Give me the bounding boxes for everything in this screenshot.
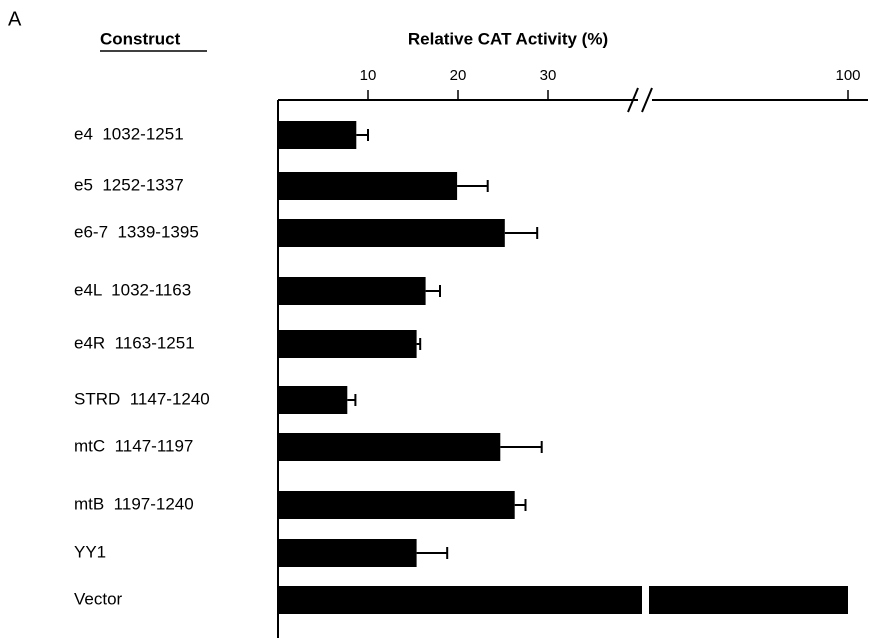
category-label: mtC 1147-1197	[74, 436, 193, 455]
x-tick-label: 10	[360, 67, 377, 84]
bar	[278, 586, 848, 614]
bar	[278, 386, 348, 414]
error-bar	[425, 285, 441, 297]
error-bar	[416, 547, 449, 559]
category-label: e4L 1032-1163	[74, 280, 191, 299]
bar	[278, 330, 417, 358]
x-tick-label: 100	[835, 67, 860, 84]
bar	[278, 172, 458, 200]
bar	[278, 277, 426, 305]
error-bar	[356, 129, 369, 141]
bar-break-gap	[642, 585, 649, 615]
error-bar	[347, 394, 357, 406]
bar	[278, 491, 515, 519]
x-tick-label: 30	[540, 67, 557, 84]
bar	[278, 219, 505, 247]
x-tick-label: 20	[450, 67, 467, 84]
category-label: e4 1032-1251	[74, 124, 184, 143]
category-label: mtB 1197-1240	[74, 494, 194, 513]
category-label: STRD 1147-1240	[74, 389, 210, 408]
axis-break	[641, 87, 653, 113]
category-label: e4R 1163-1251	[74, 333, 195, 352]
bar	[278, 433, 501, 461]
category-label: e5 1252-1337	[74, 175, 184, 194]
error-bar	[457, 180, 489, 192]
bar	[278, 539, 417, 567]
category-header: Construct	[100, 29, 181, 48]
category-label: YY1	[74, 542, 106, 561]
panel-label: A	[8, 8, 22, 30]
category-label: Vector	[74, 589, 123, 608]
error-bar	[500, 441, 543, 453]
error-bar	[514, 499, 527, 511]
category-label: e6-7 1339-1395	[74, 222, 199, 241]
bar	[278, 121, 357, 149]
chart-title: Relative CAT Activity (%)	[408, 29, 608, 48]
error-bar	[504, 227, 539, 239]
error-bar	[416, 338, 422, 350]
axis-break	[627, 87, 639, 113]
